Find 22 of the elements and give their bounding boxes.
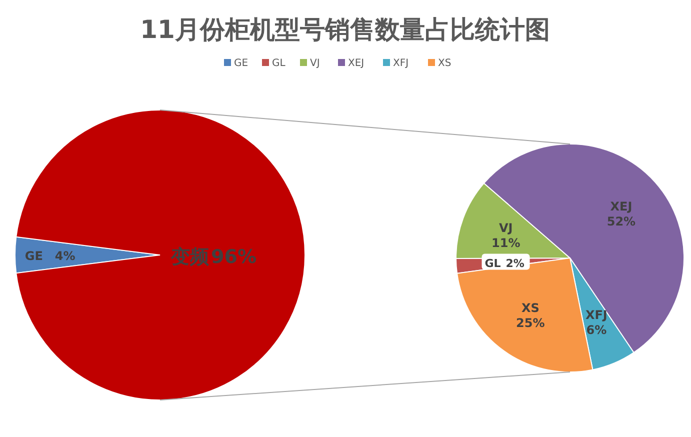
chart-title: 11月份柜机型号销售数量占比统计图: [140, 15, 550, 44]
pie-slice: [16, 110, 306, 400]
slice-label: XEJ: [610, 200, 632, 214]
slice-label: XFJ: [585, 308, 608, 322]
legend-label: XFJ: [393, 58, 409, 69]
slice-label: GL: [484, 256, 501, 270]
data-label: 96%: [211, 246, 256, 268]
legend-label: XS: [438, 58, 452, 69]
data-label: 52%: [606, 214, 636, 229]
slice-label: VJ: [498, 221, 513, 236]
legend-label: XEJ: [348, 58, 364, 69]
data-label: 25%: [516, 316, 545, 330]
slice-label: 变频: [170, 246, 210, 268]
legend-label: GE: [234, 58, 248, 69]
data-label: 11%: [492, 236, 520, 250]
data-label: 2%: [506, 256, 524, 270]
data-label: 6%: [586, 323, 607, 338]
legend-label: GL: [272, 58, 286, 69]
data-label: 4%: [54, 249, 76, 263]
slice-label: GE: [24, 249, 43, 263]
slice-label: XS: [521, 300, 540, 315]
legend-label: VJ: [310, 58, 320, 69]
